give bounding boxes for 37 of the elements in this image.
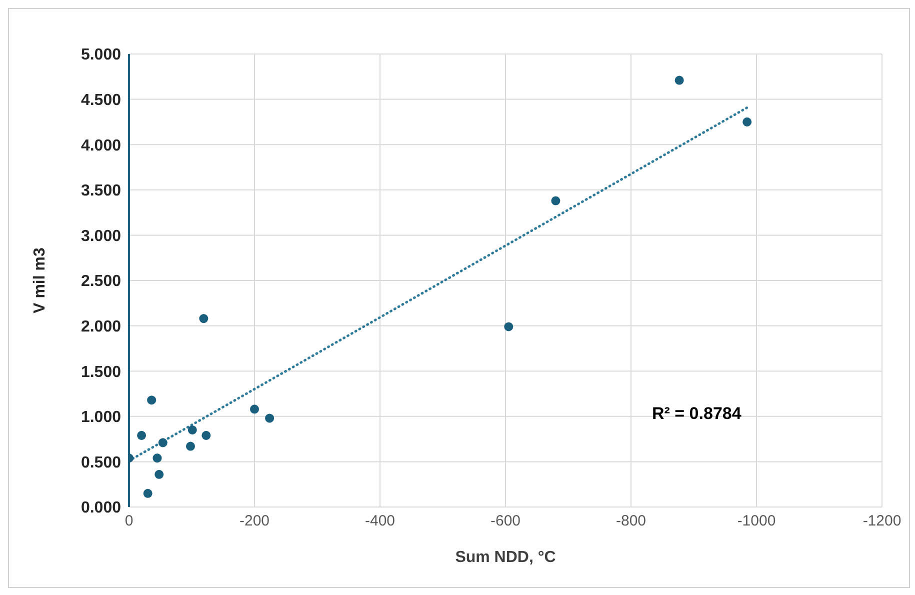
y-tick-label: 4.000 <box>80 137 122 154</box>
y-axis-title: V mil m3 <box>32 248 49 314</box>
point <box>152 454 162 463</box>
x-tick-label: -1000 <box>737 512 776 530</box>
y-tick-label: 3.500 <box>80 182 122 200</box>
y-tick-label: 0.000 <box>80 500 122 517</box>
x-tick-label: -200 <box>239 512 270 530</box>
point <box>158 438 168 448</box>
point <box>199 314 208 324</box>
x-tick-label: 0 <box>124 512 134 530</box>
point <box>202 430 211 440</box>
x-tick-label: -400 <box>364 512 396 530</box>
point <box>551 196 560 206</box>
y-tick-label: 2.500 <box>80 273 122 290</box>
annotation: R² = 0.8784 <box>652 404 742 424</box>
point <box>188 425 197 434</box>
point <box>154 470 164 479</box>
point <box>504 322 514 332</box>
y-tick-label: 5.000 <box>80 46 122 64</box>
y-tick-label: 2.000 <box>80 318 122 336</box>
point <box>147 396 156 405</box>
point <box>137 430 146 440</box>
point <box>186 442 196 451</box>
y-tick-label: 0.500 <box>80 454 122 472</box>
x-axis-title: Sum NDD, °C <box>455 549 556 566</box>
y-tick-label: 1.500 <box>80 364 122 381</box>
y-tick-label: 4.500 <box>80 92 122 109</box>
x-tick-label: -1200 <box>862 512 902 530</box>
point <box>265 414 274 423</box>
point <box>742 117 752 126</box>
y-tick-label: 3.000 <box>80 228 122 245</box>
y-tick-label: 1.000 <box>80 409 122 426</box>
point <box>250 404 260 414</box>
x-tick-label: -600 <box>490 512 521 530</box>
x-tick-label: -800 <box>616 512 646 530</box>
point <box>143 488 152 498</box>
point <box>674 76 684 85</box>
